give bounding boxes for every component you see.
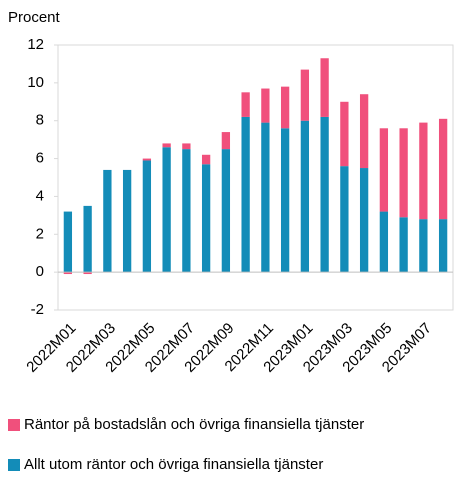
y-tick-label: 2 bbox=[36, 225, 44, 242]
bar bbox=[63, 272, 73, 275]
bar bbox=[122, 169, 132, 273]
y-tick-label: 8 bbox=[36, 112, 44, 129]
bar bbox=[359, 94, 369, 169]
y-axis-title: Procent bbox=[8, 9, 61, 26]
y-tick-label: 0 bbox=[36, 263, 44, 280]
bar bbox=[221, 132, 231, 150]
bar bbox=[221, 149, 231, 273]
plot-frame bbox=[57, 44, 454, 311]
bar bbox=[438, 219, 448, 273]
bar bbox=[201, 164, 211, 273]
y-tick-label: 6 bbox=[36, 150, 44, 167]
bar bbox=[182, 149, 191, 273]
bar bbox=[280, 128, 290, 273]
y-tick-label: 4 bbox=[36, 187, 44, 204]
legend-swatch bbox=[8, 419, 20, 431]
y-tick-label: 12 bbox=[27, 36, 44, 53]
bar bbox=[399, 217, 408, 273]
bar bbox=[63, 211, 73, 273]
bar bbox=[419, 122, 428, 220]
bar bbox=[162, 143, 171, 148]
bar bbox=[379, 128, 389, 212]
bar bbox=[340, 166, 349, 273]
bar bbox=[340, 101, 349, 167]
legend-label: Allt utom räntor och övriga finansiella … bbox=[24, 456, 323, 473]
bar bbox=[399, 128, 408, 218]
legend-label: Räntor på bostadslån och övriga finansie… bbox=[24, 416, 364, 433]
bar bbox=[182, 143, 191, 150]
bar bbox=[142, 160, 152, 273]
bar bbox=[419, 219, 428, 273]
bar bbox=[359, 168, 369, 273]
bar bbox=[83, 272, 92, 275]
legend-swatch bbox=[8, 459, 20, 471]
bar bbox=[320, 116, 329, 273]
bar bbox=[320, 58, 329, 117]
bar bbox=[379, 211, 389, 273]
bar bbox=[300, 120, 310, 273]
bar bbox=[241, 116, 250, 273]
bar bbox=[201, 154, 211, 165]
bar bbox=[438, 118, 448, 220]
bar bbox=[261, 122, 270, 273]
bar bbox=[261, 88, 270, 123]
bar bbox=[241, 92, 250, 117]
bar bbox=[280, 86, 290, 129]
bar bbox=[142, 158, 152, 161]
bar bbox=[103, 169, 112, 273]
y-tick-label: -2 bbox=[31, 301, 44, 318]
bar bbox=[162, 147, 171, 273]
y-tick-label: 10 bbox=[27, 74, 44, 91]
bar bbox=[300, 69, 310, 121]
bar bbox=[83, 205, 92, 273]
